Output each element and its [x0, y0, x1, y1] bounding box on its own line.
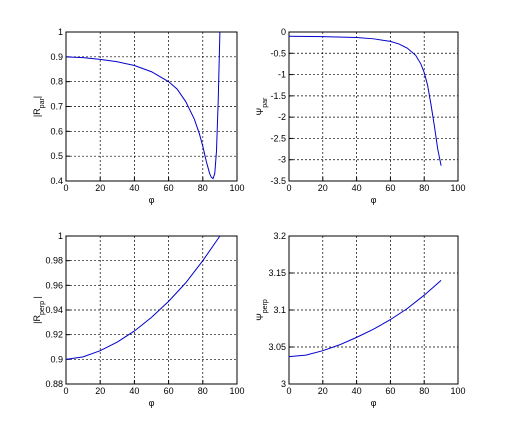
x-axis-label: φ	[149, 195, 155, 205]
y-axis-label-part: par	[39, 98, 46, 109]
y-axis-label-part: par	[262, 97, 269, 108]
y-tick-label: 0	[281, 27, 286, 37]
x-tick-label: 0	[286, 386, 291, 396]
x-tick-label: 40	[352, 183, 362, 193]
y-tick-label: 0.88	[45, 379, 63, 389]
data-line	[65, 31, 221, 180]
x-axis-label: φ	[149, 398, 155, 408]
x-tick-label: 100	[229, 386, 244, 396]
y-tick-label: 0.6	[50, 126, 63, 136]
y-tick-label: 0.98	[45, 256, 63, 266]
x-tick-label: 40	[352, 386, 362, 396]
y-axis-label: |Rpar|	[32, 96, 46, 117]
y-axis-label-part: |R	[32, 108, 42, 117]
y-tick-label: 0.7	[50, 102, 63, 112]
x-tick-label: 0	[286, 183, 291, 193]
y-tick-label: 0.94	[45, 305, 63, 315]
y-axis-label-part: |	[32, 296, 42, 301]
y-tick-label: 3.15	[268, 268, 286, 278]
x-tick-label: 60	[164, 183, 174, 193]
x-tick-label: 0	[63, 183, 68, 193]
y-tick-label: -1.5	[270, 91, 286, 101]
x-tick-label: 20	[318, 183, 328, 193]
x-tick-label: 40	[129, 386, 139, 396]
data-line	[65, 235, 221, 360]
x-tick-label: 80	[198, 386, 208, 396]
y-axis-label: Ψpar	[255, 97, 269, 115]
y-tick-label: -2.5	[270, 133, 286, 143]
y-tick-label: 0.5	[50, 151, 63, 161]
x-axis-label: φ	[371, 398, 377, 408]
y-axis-label-part: perp	[262, 299, 269, 313]
plot-area	[288, 31, 459, 182]
x-tick-label: 20	[95, 183, 105, 193]
data-line	[288, 35, 442, 166]
y-tick-label: 0.8	[50, 77, 63, 87]
x-tick-label: 80	[419, 386, 429, 396]
x-tick-label: 0	[63, 386, 68, 396]
subplot: 0 20 40 60 80 100 0.88 0.9 0.92 0.94 0.96 0.98 1 φ |Rp…	[32, 231, 245, 408]
y-tick-label: 0.9	[50, 52, 63, 62]
subplot: 0 20 40 60 80 100 3 3.05 3.1 3.15 3.2 φ Ψperp	[255, 231, 466, 408]
y-axis-label: Ψperp	[255, 299, 269, 321]
y-tick-label: 3.2	[273, 231, 286, 241]
x-tick-label: 100	[229, 183, 244, 193]
y-axis-label-part: Ψ	[255, 108, 265, 116]
y-tick-label: 0.9	[50, 354, 63, 364]
axes-border	[288, 31, 459, 182]
x-tick-label: 20	[95, 386, 105, 396]
x-tick-label: 100	[450, 386, 465, 396]
axes-border	[288, 235, 459, 385]
axes-border	[65, 31, 238, 182]
y-tick-label: 0.96	[45, 280, 63, 290]
x-tick-label: 60	[385, 386, 395, 396]
y-tick-label: 1	[58, 231, 63, 241]
data-line	[288, 280, 442, 358]
x-axis-label: φ	[371, 195, 377, 205]
x-tick-label: 20	[318, 386, 328, 396]
y-axis-label-part: |	[32, 96, 42, 98]
y-axis-label-part: perp	[39, 301, 46, 315]
y-axis-label-part: Ψ	[255, 313, 265, 321]
x-tick-label: 60	[164, 386, 174, 396]
y-tick-label: -3	[278, 155, 286, 165]
axes-border	[65, 235, 238, 385]
y-tick-label: 3.1	[273, 305, 286, 315]
x-tick-label: 80	[419, 183, 429, 193]
y-axis-label: |Rperp |	[32, 296, 46, 324]
x-tick-label: 60	[385, 183, 395, 193]
y-tick-label: 0.92	[45, 330, 63, 340]
x-tick-label: 40	[129, 183, 139, 193]
x-tick-label: 100	[450, 183, 465, 193]
y-tick-label: -0.5	[270, 48, 286, 58]
y-tick-label: -2	[278, 112, 286, 122]
y-axis-label-part: |R	[32, 315, 42, 324]
y-tick-label: 0.4	[50, 176, 63, 186]
y-tick-label: 1	[58, 27, 63, 37]
y-tick-label: 3	[281, 379, 286, 389]
y-tick-label: -3.5	[270, 176, 286, 186]
x-tick-label: 80	[198, 183, 208, 193]
subplot: 0 20 40 60 80 100 0.4 0.5 0.6 0.7 0.8 0.9 1 φ |Rpar|	[32, 27, 245, 205]
y-tick-label: -1	[278, 70, 286, 80]
y-tick-label: 3.05	[268, 342, 286, 352]
subplot: 0 20 40 60 80 100 -3.5 -3 -2.5 -2 -1.5 -1 -0.5 0 φ Ψpar	[255, 27, 466, 205]
